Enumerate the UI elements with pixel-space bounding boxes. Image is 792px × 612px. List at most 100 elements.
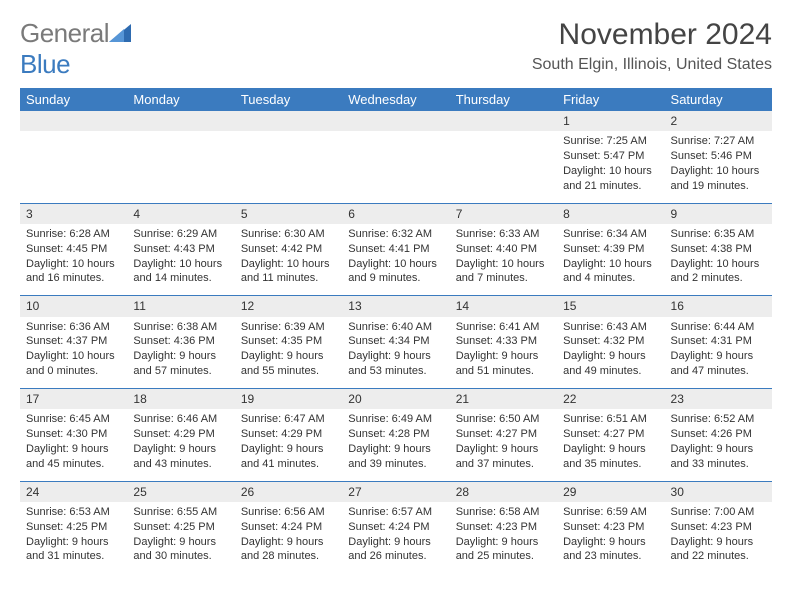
day-sunset: Sunset: 4:40 PM	[456, 242, 551, 257]
day-number-cell: 11	[127, 296, 234, 317]
day-day1: Daylight: 10 hours	[563, 164, 658, 179]
day-number-cell: 14	[450, 296, 557, 317]
day-day1: Daylight: 10 hours	[671, 257, 766, 272]
day-day1: Daylight: 9 hours	[563, 349, 658, 364]
day-day2: and 49 minutes.	[563, 364, 658, 379]
day-number-row: 10111213141516	[20, 296, 772, 317]
day-number-cell: 15	[557, 296, 664, 317]
logo-text-blue: Blue	[20, 49, 70, 79]
day-sunrise: Sunrise: 6:56 AM	[241, 505, 336, 520]
day-number-cell: 3	[20, 203, 127, 224]
day-content-cell: Sunrise: 6:34 AMSunset: 4:39 PMDaylight:…	[557, 224, 664, 296]
day-number-cell	[127, 111, 234, 131]
day-day2: and 21 minutes.	[563, 179, 658, 194]
day-day1: Daylight: 9 hours	[563, 535, 658, 550]
day-sunset: Sunset: 4:23 PM	[563, 520, 658, 535]
day-content-cell	[450, 131, 557, 203]
day-content-cell: Sunrise: 6:47 AMSunset: 4:29 PMDaylight:…	[235, 409, 342, 481]
day-number-cell: 18	[127, 389, 234, 410]
day-number-cell	[20, 111, 127, 131]
day-day2: and 39 minutes.	[348, 457, 443, 472]
day-sunrise: Sunrise: 6:38 AM	[133, 320, 228, 335]
day-sunset: Sunset: 4:32 PM	[563, 334, 658, 349]
day-day2: and 30 minutes.	[133, 549, 228, 564]
day-content-cell: Sunrise: 6:57 AMSunset: 4:24 PMDaylight:…	[342, 502, 449, 574]
day-content-row: Sunrise: 7:25 AMSunset: 5:47 PMDaylight:…	[20, 131, 772, 203]
day-sunrise: Sunrise: 6:34 AM	[563, 227, 658, 242]
day-header: Monday	[127, 88, 234, 111]
day-content-cell: Sunrise: 6:36 AMSunset: 4:37 PMDaylight:…	[20, 317, 127, 389]
day-number-cell: 6	[342, 203, 449, 224]
day-sunset: Sunset: 4:26 PM	[671, 427, 766, 442]
day-sunrise: Sunrise: 6:40 AM	[348, 320, 443, 335]
day-day2: and 53 minutes.	[348, 364, 443, 379]
day-number-cell: 25	[127, 481, 234, 502]
day-sunrise: Sunrise: 6:44 AM	[671, 320, 766, 335]
day-sunrise: Sunrise: 7:00 AM	[671, 505, 766, 520]
day-number-cell: 4	[127, 203, 234, 224]
day-sunset: Sunset: 4:28 PM	[348, 427, 443, 442]
day-sunrise: Sunrise: 6:35 AM	[671, 227, 766, 242]
logo: GeneralBlue	[20, 18, 131, 80]
day-sunrise: Sunrise: 6:59 AM	[563, 505, 658, 520]
day-number-cell: 8	[557, 203, 664, 224]
title-block: November 2024 South Elgin, Illinois, Uni…	[532, 18, 772, 74]
day-content-row: Sunrise: 6:45 AMSunset: 4:30 PMDaylight:…	[20, 409, 772, 481]
day-day2: and 51 minutes.	[456, 364, 551, 379]
day-number-cell: 17	[20, 389, 127, 410]
day-day2: and 41 minutes.	[241, 457, 336, 472]
day-number-cell: 16	[665, 296, 772, 317]
day-day1: Daylight: 9 hours	[671, 535, 766, 550]
day-number-cell: 24	[20, 481, 127, 502]
day-day1: Daylight: 9 hours	[456, 349, 551, 364]
day-sunset: Sunset: 4:29 PM	[241, 427, 336, 442]
day-number-cell: 27	[342, 481, 449, 502]
day-sunset: Sunset: 4:45 PM	[26, 242, 121, 257]
day-number-cell: 28	[450, 481, 557, 502]
day-content-cell: Sunrise: 6:55 AMSunset: 4:25 PMDaylight:…	[127, 502, 234, 574]
day-day1: Daylight: 9 hours	[671, 349, 766, 364]
day-number-cell: 29	[557, 481, 664, 502]
day-content-cell: Sunrise: 6:39 AMSunset: 4:35 PMDaylight:…	[235, 317, 342, 389]
day-day2: and 55 minutes.	[241, 364, 336, 379]
day-content-cell: Sunrise: 7:00 AMSunset: 4:23 PMDaylight:…	[665, 502, 772, 574]
day-number-cell: 30	[665, 481, 772, 502]
day-number-cell	[235, 111, 342, 131]
day-content-row: Sunrise: 6:28 AMSunset: 4:45 PMDaylight:…	[20, 224, 772, 296]
day-day2: and 11 minutes.	[241, 271, 336, 286]
day-sunrise: Sunrise: 6:50 AM	[456, 412, 551, 427]
day-day1: Daylight: 9 hours	[26, 442, 121, 457]
day-day2: and 9 minutes.	[348, 271, 443, 286]
day-content-cell: Sunrise: 6:46 AMSunset: 4:29 PMDaylight:…	[127, 409, 234, 481]
day-day2: and 28 minutes.	[241, 549, 336, 564]
day-content-row: Sunrise: 6:36 AMSunset: 4:37 PMDaylight:…	[20, 317, 772, 389]
day-sunset: Sunset: 4:41 PM	[348, 242, 443, 257]
day-sunrise: Sunrise: 6:43 AM	[563, 320, 658, 335]
day-day1: Daylight: 9 hours	[671, 442, 766, 457]
day-content-cell: Sunrise: 7:27 AMSunset: 5:46 PMDaylight:…	[665, 131, 772, 203]
day-day1: Daylight: 9 hours	[348, 535, 443, 550]
day-day2: and 0 minutes.	[26, 364, 121, 379]
day-day1: Daylight: 10 hours	[348, 257, 443, 272]
day-header: Saturday	[665, 88, 772, 111]
day-number-cell: 7	[450, 203, 557, 224]
day-sunrise: Sunrise: 6:41 AM	[456, 320, 551, 335]
day-day1: Daylight: 9 hours	[456, 442, 551, 457]
day-sunset: Sunset: 4:25 PM	[133, 520, 228, 535]
day-number-cell: 19	[235, 389, 342, 410]
day-sunset: Sunset: 4:36 PM	[133, 334, 228, 349]
day-sunset: Sunset: 4:25 PM	[26, 520, 121, 535]
day-day2: and 37 minutes.	[456, 457, 551, 472]
day-day1: Daylight: 9 hours	[241, 442, 336, 457]
day-number-cell: 9	[665, 203, 772, 224]
day-day2: and 4 minutes.	[563, 271, 658, 286]
day-content-cell: Sunrise: 6:56 AMSunset: 4:24 PMDaylight:…	[235, 502, 342, 574]
day-content-cell	[342, 131, 449, 203]
day-day1: Daylight: 9 hours	[348, 442, 443, 457]
day-content-cell: Sunrise: 6:58 AMSunset: 4:23 PMDaylight:…	[450, 502, 557, 574]
day-day1: Daylight: 9 hours	[348, 349, 443, 364]
day-day1: Daylight: 10 hours	[241, 257, 336, 272]
day-sunrise: Sunrise: 6:46 AM	[133, 412, 228, 427]
day-content-cell: Sunrise: 6:59 AMSunset: 4:23 PMDaylight:…	[557, 502, 664, 574]
day-sunset: Sunset: 4:29 PM	[133, 427, 228, 442]
